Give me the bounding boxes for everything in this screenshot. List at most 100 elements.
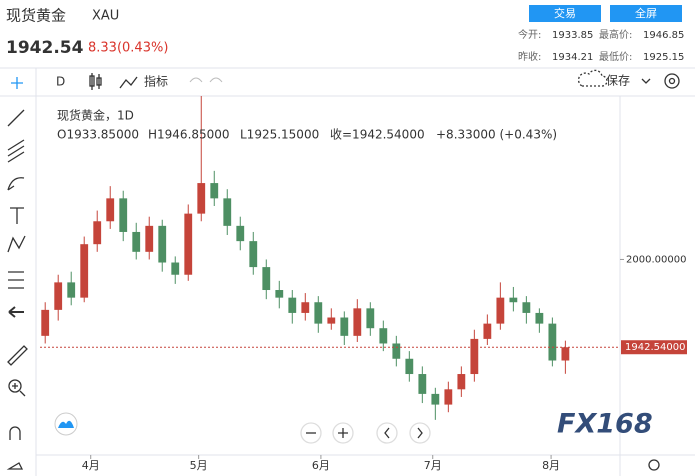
candle-body xyxy=(327,317,336,324)
legend-open: O1933.85000 xyxy=(57,128,139,142)
stat-label: 昨收: xyxy=(518,50,541,63)
candle-body xyxy=(288,297,297,313)
scroll-left-button[interactable] xyxy=(376,422,398,444)
tools[interactable] xyxy=(6,77,28,470)
candle-body xyxy=(561,347,570,361)
candle-body xyxy=(67,282,76,298)
candle-body xyxy=(106,198,115,222)
stat-value: 1933.85 xyxy=(552,30,593,41)
candle-body xyxy=(301,302,310,313)
candle-body xyxy=(158,225,167,263)
crosshair-tool[interactable] xyxy=(11,77,23,89)
candle-body xyxy=(535,312,544,324)
indicators-button[interactable]: 指标 xyxy=(144,74,168,89)
candle-body xyxy=(314,302,323,324)
lock-tool[interactable] xyxy=(6,462,24,470)
candle-body xyxy=(548,323,557,361)
change: 8.33(0.43%) xyxy=(88,41,168,56)
stat-value: 1946.85 xyxy=(643,30,684,41)
zoom-tool[interactable] xyxy=(8,379,22,393)
legend-high: H1946.85000 xyxy=(148,128,230,142)
back-tool[interactable] xyxy=(8,306,24,318)
redo-icon[interactable] xyxy=(209,77,223,83)
candle-body xyxy=(210,183,219,199)
legend-title: 现货黄金，1D xyxy=(57,108,134,123)
candle-body xyxy=(353,308,362,336)
stat-value: 1925.15 xyxy=(643,52,684,63)
legend-low: L1925.15000 xyxy=(240,128,319,142)
y-tick-label: 2000.00000 xyxy=(626,254,686,265)
watermark: FX168 xyxy=(557,409,653,440)
instrument-name: 现货黄金 xyxy=(6,7,66,25)
candle-body xyxy=(171,262,180,275)
x-tick-label: 8月 xyxy=(542,459,560,472)
magnet-tool[interactable] xyxy=(9,426,21,440)
ruler-tool[interactable] xyxy=(7,345,28,366)
candle-body xyxy=(470,338,479,375)
x-tick-label: 6月 xyxy=(312,459,330,472)
prediction-tool[interactable] xyxy=(8,271,24,289)
stat-label: 最低价: xyxy=(599,50,632,63)
save-button[interactable]: 保存 xyxy=(606,74,630,88)
fib-tool[interactable] xyxy=(7,139,25,163)
candle-body xyxy=(483,323,492,339)
candle-type-icon[interactable] xyxy=(89,73,102,90)
candle-body xyxy=(366,308,375,329)
axis-settings-icon[interactable] xyxy=(648,459,660,471)
candle-body xyxy=(80,244,89,298)
candle-body xyxy=(340,317,349,336)
scroll-right-icon xyxy=(417,427,423,439)
brush-tool[interactable] xyxy=(7,177,25,191)
stat-label: 最高价: xyxy=(599,28,632,41)
candle-body xyxy=(418,374,427,394)
fullscreen-label[interactable]: 全屏 xyxy=(635,6,657,20)
zoom-tool-mark xyxy=(12,383,26,397)
candle-body xyxy=(509,297,518,303)
x-tick-label: 4月 xyxy=(82,459,100,472)
candle-body xyxy=(379,328,388,344)
legend-change: +8.33000 (+0.43%) xyxy=(436,128,557,142)
indicator-icon[interactable] xyxy=(119,76,138,89)
candle-body xyxy=(41,309,50,336)
symbol: XAU xyxy=(92,9,119,24)
stat-value: 1934.21 xyxy=(552,52,593,63)
save-menu-icon[interactable] xyxy=(641,78,651,84)
candle-body xyxy=(405,358,414,375)
candle-body xyxy=(93,221,102,245)
fullscreen-button[interactable] xyxy=(610,5,682,22)
pattern-tool[interactable] xyxy=(7,235,26,253)
candle-body xyxy=(457,374,466,390)
last-price-box xyxy=(621,340,687,355)
legend-close: 收=1942.54000 xyxy=(330,128,425,142)
settings-icon[interactable] xyxy=(664,73,680,89)
text-tool[interactable] xyxy=(10,207,24,224)
last-price-label: 1942.54000 xyxy=(625,342,685,353)
settings-icon-center xyxy=(668,77,676,85)
candle-body xyxy=(119,198,128,232)
trade-label[interactable]: 交易 xyxy=(554,6,576,20)
x-tick-label: 5月 xyxy=(190,459,208,472)
trendline-tool[interactable] xyxy=(7,109,25,127)
interval-button[interactable]: D xyxy=(56,75,65,89)
scroll-right-button[interactable] xyxy=(409,422,431,444)
candle-body xyxy=(132,231,141,252)
candle-body xyxy=(236,225,245,242)
candle-body xyxy=(184,213,193,275)
trade-button[interactable] xyxy=(529,5,601,22)
candle-body xyxy=(275,290,284,298)
candle-body xyxy=(197,183,206,214)
undo-icon[interactable] xyxy=(189,77,203,83)
candle-body xyxy=(249,241,258,268)
candle-body xyxy=(496,297,505,324)
logo-icon xyxy=(58,420,74,428)
candle-body xyxy=(431,393,440,405)
zoom-in-icon xyxy=(338,428,348,438)
candle-body xyxy=(522,302,531,313)
x-tick-label: 7月 xyxy=(424,459,442,472)
candle-body xyxy=(54,282,63,310)
price: 1942.54 xyxy=(6,38,84,58)
plot: 2000.00000 4月 5月 6月 7月 8月 1942.54000 xyxy=(40,96,687,472)
scroll-left-icon xyxy=(384,427,390,439)
candle-body xyxy=(262,267,271,291)
